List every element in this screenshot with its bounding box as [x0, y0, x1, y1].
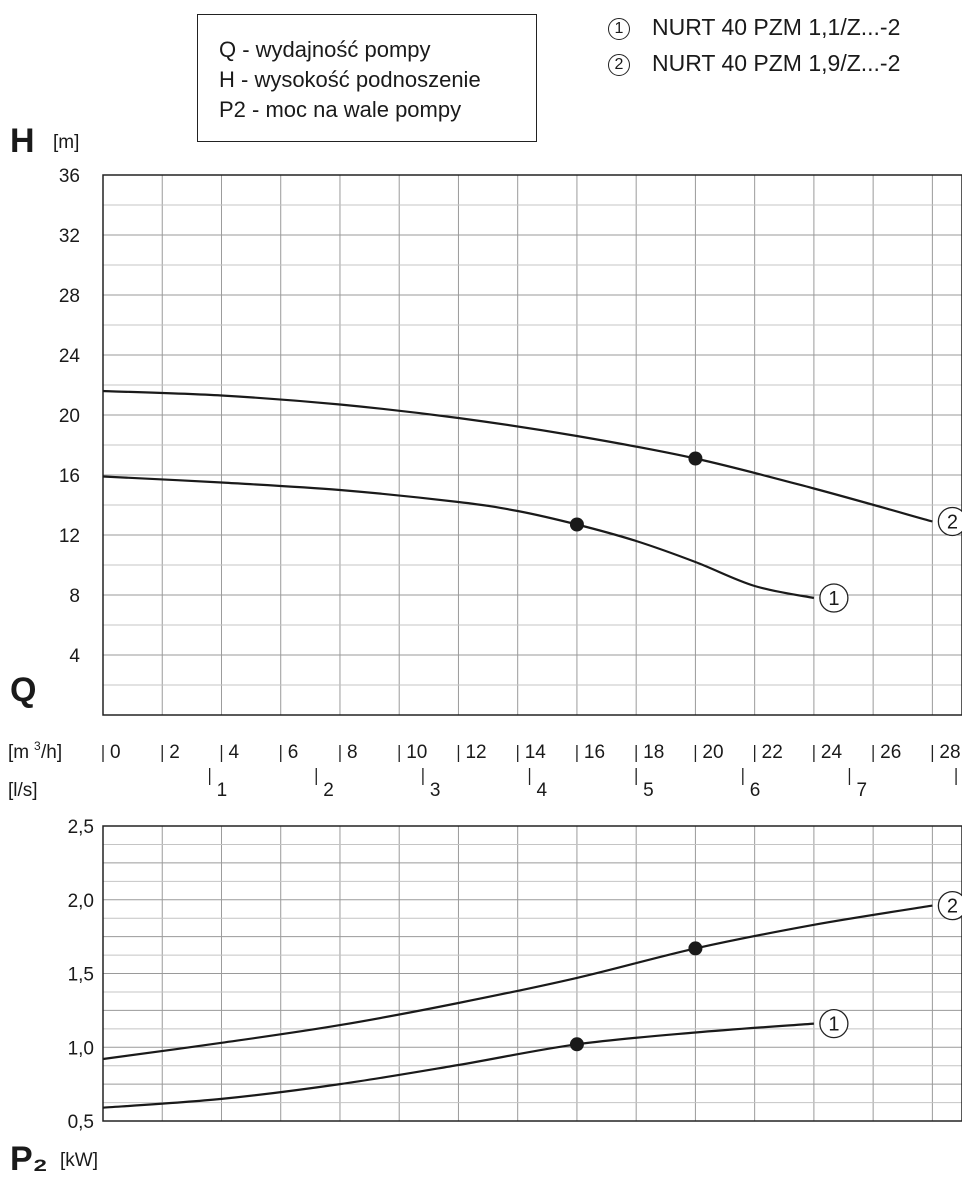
legend-label-2: NURT 40 PZM 1,9/Z...-2: [652, 50, 901, 76]
h-ytick-label: 28: [59, 286, 80, 307]
h-operating-point-2: [688, 451, 703, 466]
q-m3h-tick-label: 4: [228, 742, 239, 763]
p2-curve-label-2: 2: [947, 896, 958, 918]
h-curve-2: [102, 389, 933, 523]
h-ytick-label: 36: [59, 166, 80, 187]
p2-curve-marker-2: [937, 891, 962, 921]
p2-ytick-label: 2,5: [68, 817, 94, 838]
q-m3h-tick-label: 10: [406, 742, 427, 763]
p2-ytick-label: 1,5: [68, 965, 94, 986]
q-ls-tick-label: 7: [856, 780, 867, 801]
h-curve-marker-1: [819, 583, 849, 613]
q-m3h-tick-label: 14: [525, 742, 547, 763]
q-m3h-tick-label: 12: [465, 742, 486, 763]
p2-operating-point-1: [569, 1037, 584, 1052]
q-axis-unit-m3h-end: /h]: [41, 742, 62, 763]
q-ls-tick-label: 1: [217, 780, 228, 801]
p2-curve-1: [102, 1022, 814, 1109]
q-axis-unit-ls: [l/s]: [8, 780, 38, 801]
q-m3h-tick-label: 28: [939, 742, 960, 763]
h-ytick-label: 24: [59, 346, 81, 367]
q-m3h-tick-label: 6: [288, 742, 299, 763]
h-operating-point-1: [569, 517, 584, 532]
q-axis-letter: Q: [10, 671, 36, 709]
legend-marker-2: 2: [608, 53, 630, 76]
p2-ytick-label: 0,5: [68, 1112, 94, 1133]
q-ls-tick-label: 4: [537, 780, 548, 801]
h-ytick-label: 16: [59, 466, 80, 487]
h-curve-marker-2: [937, 506, 962, 537]
h-plot-frame: [102, 174, 962, 716]
p2-ytick-label: 2,0: [68, 891, 94, 912]
p2-curve-label-1: 1: [828, 1014, 839, 1036]
q-ls-tick-label: 6: [750, 780, 761, 801]
q-m3h-tick-label: 20: [702, 742, 723, 763]
q-m3h-tick-label: 2: [169, 742, 180, 763]
h-curve-label-2: 2: [947, 512, 958, 534]
legend-item-2: 2 NURT 40 PZM 1,9/Z...-2: [608, 50, 900, 77]
h-axis-letter: H: [10, 122, 35, 160]
q-m3h-tick-label: 22: [762, 742, 783, 763]
q-m3h-tick-label: 18: [643, 742, 664, 763]
h-ytick-label: 32: [59, 226, 80, 247]
q-axis-unit-m3h-exp: 3: [34, 739, 41, 753]
legend-marker-1: 1: [608, 17, 630, 40]
legend-item-1: 1 NURT 40 PZM 1,1/Z...-2: [608, 14, 900, 41]
p2-curve-marker-1: [819, 1009, 849, 1039]
h-curve-label-1: 1: [828, 588, 839, 610]
h-ytick-label: 8: [69, 586, 80, 607]
h-ytick-label: 20: [59, 406, 80, 427]
h-axis-unit: [m]: [53, 132, 79, 153]
h-ytick-label: 12: [59, 526, 80, 547]
p2-ytick-label: 1,0: [68, 1038, 94, 1059]
p2-plot-frame: [102, 825, 962, 1122]
p2-axis-letter: P₂: [10, 1140, 48, 1178]
q-m3h-tick-label: 24: [821, 742, 843, 763]
p2-axis-unit: [kW]: [60, 1150, 98, 1171]
legend-label-1: NURT 40 PZM 1,1/Z...-2: [652, 14, 901, 40]
q-axis-unit-m3h: [m: [8, 742, 29, 763]
definition-p2: P2 - moc na wale pompy: [219, 97, 462, 122]
p2-curve-2: [102, 904, 933, 1061]
definition-q: Q - wydajność pompy: [219, 37, 431, 62]
h-ytick-label: 4: [69, 646, 80, 667]
q-ls-tick-label: 3: [430, 780, 441, 801]
definition-h: H - wysokość podnoszenie: [219, 67, 481, 92]
h-curve-1: [102, 475, 815, 600]
q-m3h-tick-label: 16: [584, 742, 605, 763]
q-m3h-tick-label: 8: [347, 742, 358, 763]
q-m3h-tick-label: 0: [110, 742, 121, 763]
legend-definitions-box: Q - wydajność pompy H - wysokość podnosz…: [197, 14, 537, 142]
q-ls-tick-label: 5: [643, 780, 654, 801]
q-ls-tick-label: 2: [323, 780, 334, 801]
p2-operating-point-2: [688, 941, 703, 956]
q-m3h-tick-label: 26: [880, 742, 901, 763]
